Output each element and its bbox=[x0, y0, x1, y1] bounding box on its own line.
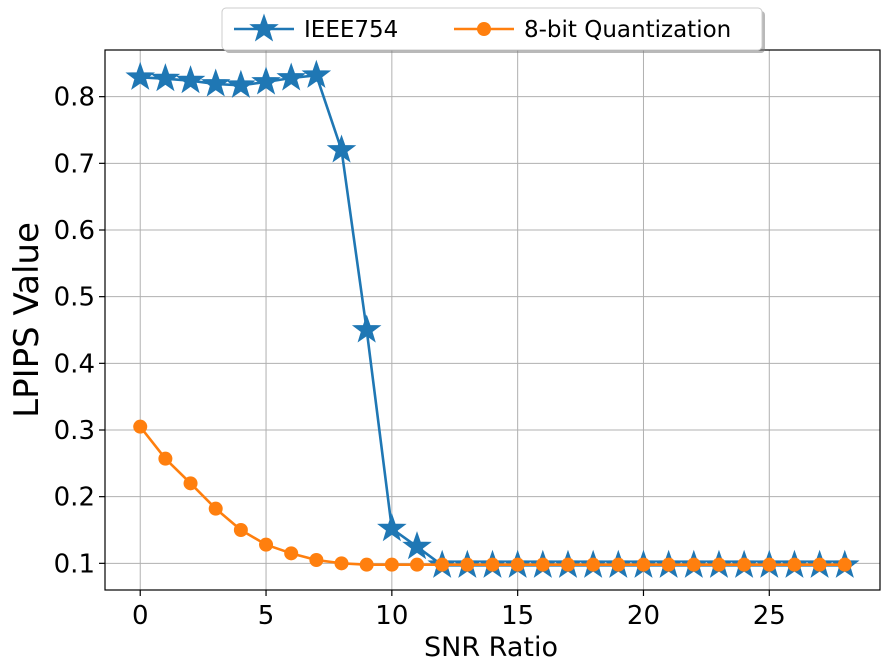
data-point bbox=[133, 419, 148, 434]
data-point bbox=[158, 451, 173, 466]
y-tick-label: 0.1 bbox=[54, 549, 95, 579]
data-point bbox=[560, 557, 575, 572]
series-circle bbox=[133, 419, 852, 572]
data-point bbox=[125, 61, 155, 90]
data-point bbox=[208, 501, 223, 516]
legend: IEEE754 8-bit Quantization bbox=[221, 7, 765, 53]
y-tick-label: 0.5 bbox=[54, 283, 95, 313]
y-tick-label: 0.7 bbox=[54, 149, 95, 179]
data-point bbox=[535, 557, 550, 572]
data-point bbox=[150, 63, 181, 92]
legend-marker bbox=[249, 13, 279, 42]
data-point bbox=[301, 59, 332, 88]
data-point bbox=[284, 546, 299, 561]
data-point bbox=[359, 557, 374, 572]
data-point bbox=[175, 65, 206, 94]
data-point bbox=[737, 557, 752, 572]
data-point bbox=[762, 557, 777, 572]
data-point bbox=[377, 513, 407, 542]
data-point bbox=[686, 557, 701, 572]
y-tick-label: 0.4 bbox=[54, 349, 95, 379]
data-point bbox=[510, 557, 525, 572]
data-point bbox=[309, 553, 324, 567]
data-point bbox=[351, 314, 382, 343]
ticks: 0 5 10 15 20 25 0.1 0.2 0.3 0.4 0.5 0.6 0.7 0.8 bbox=[54, 83, 786, 631]
legend-entry: 8-bit Quantization bbox=[454, 17, 731, 43]
data-point bbox=[183, 476, 198, 491]
x-tick-label: 0 bbox=[132, 601, 149, 631]
x-tick-label: 15 bbox=[501, 601, 534, 631]
data-point bbox=[787, 557, 802, 572]
series-layer bbox=[125, 59, 860, 578]
y-axis-label: LPIPS Value bbox=[7, 222, 47, 418]
data-point bbox=[636, 557, 651, 572]
data-point bbox=[226, 69, 256, 98]
data-point bbox=[661, 557, 676, 572]
x-axis-label: SNR Ratio bbox=[424, 632, 558, 663]
data-point bbox=[410, 557, 425, 572]
data-point bbox=[251, 66, 281, 95]
legend-marker bbox=[477, 22, 491, 36]
data-point bbox=[586, 557, 601, 572]
data-point bbox=[200, 68, 231, 97]
data-point bbox=[334, 556, 349, 571]
y-tick-label: 0.8 bbox=[54, 83, 95, 113]
data-point bbox=[837, 557, 852, 572]
data-point bbox=[402, 531, 432, 560]
x-tick-label: 20 bbox=[627, 601, 660, 631]
legend-label: IEEE754 bbox=[304, 17, 398, 43]
data-point bbox=[460, 557, 475, 572]
legend-entry: IEEE754 bbox=[234, 13, 398, 43]
x-tick-label: 25 bbox=[753, 601, 786, 631]
legend-label: 8-bit Quantization bbox=[524, 17, 731, 43]
data-point bbox=[435, 557, 450, 572]
y-tick-label: 0.2 bbox=[54, 483, 95, 513]
data-point bbox=[485, 557, 500, 572]
data-point bbox=[711, 557, 726, 572]
y-tick-label: 0.3 bbox=[54, 416, 95, 446]
data-point bbox=[233, 523, 248, 537]
data-point bbox=[259, 537, 274, 552]
y-tick-label: 0.6 bbox=[54, 216, 95, 246]
x-tick-label: 5 bbox=[258, 601, 275, 631]
grid bbox=[105, 50, 880, 590]
data-point bbox=[611, 557, 626, 572]
data-point bbox=[276, 62, 306, 91]
data-point bbox=[812, 557, 827, 572]
data-point bbox=[384, 557, 399, 572]
data-point bbox=[326, 134, 357, 163]
x-tick-label: 10 bbox=[375, 601, 408, 631]
